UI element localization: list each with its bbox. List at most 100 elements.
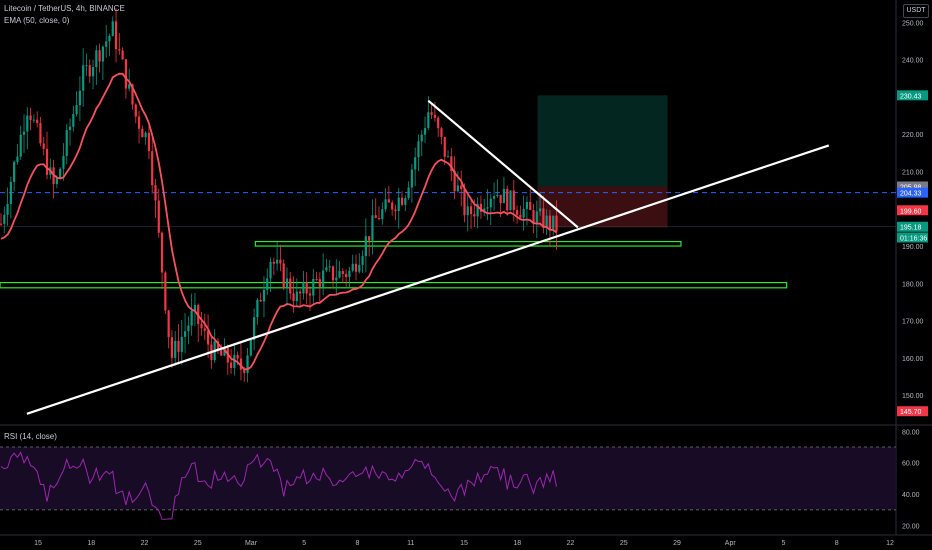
candle-body <box>160 232 164 273</box>
support-zone-2 <box>0 281 788 289</box>
candle-body <box>345 274 348 278</box>
candle-body <box>450 156 453 171</box>
candle-body <box>292 293 295 302</box>
rsi-line <box>0 451 557 520</box>
candle-body <box>453 170 456 192</box>
candle-body <box>253 317 256 340</box>
candle-body <box>430 112 433 115</box>
price-tag-label: 01:16:36 <box>900 235 927 242</box>
candle-body <box>3 214 6 224</box>
time-tick-label: 8 <box>835 540 839 547</box>
ema-line <box>0 72 558 371</box>
price-tag-label: 204.33 <box>900 191 922 198</box>
candle-body <box>289 278 292 294</box>
candle-body <box>32 119 35 121</box>
candle-body <box>95 50 98 68</box>
candle-body <box>249 339 252 356</box>
candle-body <box>446 156 450 158</box>
time-tick-label: 12 <box>886 540 894 547</box>
candle-body <box>515 210 519 215</box>
candle-body <box>354 263 358 272</box>
candle-body <box>341 271 344 275</box>
candle-body <box>542 208 545 228</box>
candle-body <box>502 188 506 204</box>
currency-button[interactable]: USDT <box>903 4 929 18</box>
candle-body <box>216 341 220 351</box>
candle-body <box>262 289 266 302</box>
candle-body <box>183 331 187 337</box>
candle-body <box>246 355 249 373</box>
candle-body <box>466 206 469 216</box>
candle-body <box>200 324 203 329</box>
candle-body <box>414 157 417 170</box>
candle-body <box>489 198 492 208</box>
ema-legend[interactable]: EMA (50, close, 0) <box>4 16 70 25</box>
time-tick-label: 25 <box>194 540 202 547</box>
candle-body <box>269 261 272 279</box>
candle-body <box>174 340 177 358</box>
candle-body <box>272 261 275 264</box>
candle-body <box>177 340 180 352</box>
time-tick-label: 15 <box>34 540 42 547</box>
candle-body <box>276 259 279 264</box>
candle-body <box>302 282 305 294</box>
candle-body <box>397 197 400 212</box>
time-tick-label: 5 <box>782 540 786 547</box>
time-tick-label: 22 <box>141 540 149 547</box>
candle-body <box>187 325 190 332</box>
candle-body <box>364 236 367 257</box>
candle-body <box>506 188 509 211</box>
candle-body <box>377 217 381 220</box>
candle-body <box>157 200 160 233</box>
price-tick-label: 170.00 <box>902 319 924 326</box>
candle-body <box>85 65 88 67</box>
candle-body <box>368 236 371 241</box>
candle-body <box>167 310 170 338</box>
candle-body <box>26 115 29 132</box>
price-tag <box>897 406 928 417</box>
price-tick-label: 160.00 <box>902 356 924 363</box>
candle-body <box>282 263 285 288</box>
symbol-title[interactable]: Litecoin / TetherUS, 4h, BINANCE <box>4 4 125 13</box>
candle-body <box>476 203 479 217</box>
price-tag <box>897 221 928 232</box>
candle-body <box>105 41 108 47</box>
candle-body <box>236 354 239 359</box>
candle-body <box>519 214 522 218</box>
candle-body <box>525 201 529 209</box>
price-tag <box>897 205 928 216</box>
candle-body <box>335 277 338 281</box>
candle-body <box>0 223 3 225</box>
candle-body <box>154 185 157 201</box>
price-tick-label: 250.00 <box>902 20 924 27</box>
candle-body <box>141 128 144 138</box>
candle-body <box>400 197 404 205</box>
candle-body <box>427 112 430 129</box>
candle-body <box>529 201 532 211</box>
rsi-legend[interactable]: RSI (14, close) <box>4 432 57 441</box>
candle-body <box>407 187 410 199</box>
candle-body <box>548 215 552 230</box>
candle-body <box>131 84 134 105</box>
candle-body <box>331 266 335 281</box>
candle-body <box>98 50 101 62</box>
candle-body <box>381 209 384 220</box>
candle-body <box>384 199 387 210</box>
candle-body <box>42 143 45 149</box>
candle-body <box>473 214 476 217</box>
candle-body <box>101 46 105 62</box>
candle-body <box>535 211 538 224</box>
candle-body <box>338 271 341 278</box>
candle-body <box>223 347 226 356</box>
candle-body <box>295 291 298 302</box>
candle-body <box>456 185 460 192</box>
candle-body <box>391 202 394 210</box>
candle-body <box>118 49 121 51</box>
candle-body <box>233 354 236 369</box>
candle-body <box>55 177 58 185</box>
price-tick-label: 240.00 <box>902 58 924 65</box>
candle-body <box>62 155 65 169</box>
candle-body <box>190 310 193 326</box>
price-tag-label: 230.43 <box>900 93 922 100</box>
